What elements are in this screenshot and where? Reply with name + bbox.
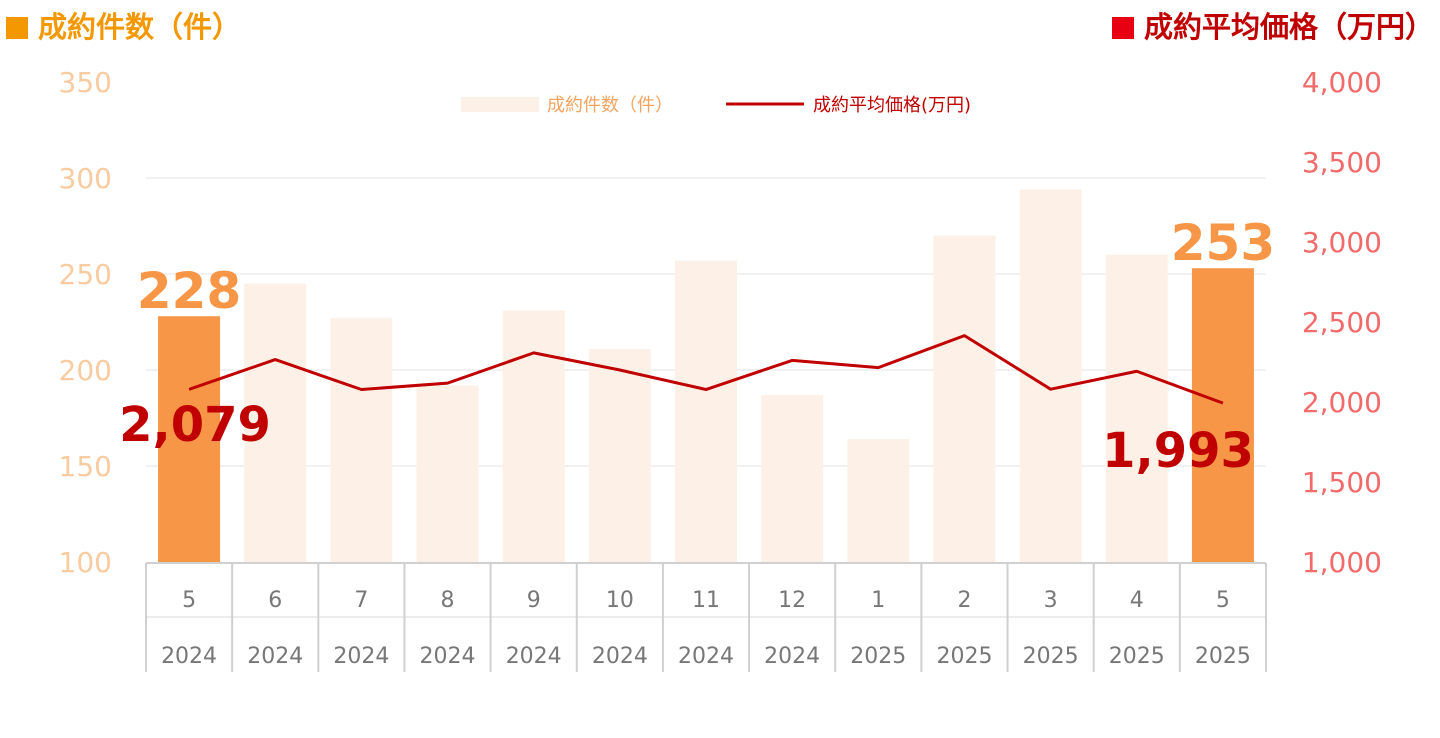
orange-square-icon	[6, 17, 28, 39]
month-label: 7	[354, 588, 368, 613]
month-label: 8	[441, 588, 455, 613]
year-label: 2025	[1195, 644, 1251, 669]
right-tick-label: 2,500	[1302, 306, 1382, 339]
bar	[1191, 268, 1254, 562]
data-label: 2,079	[119, 397, 271, 453]
month-label: 5	[1216, 588, 1230, 613]
month-label: 10	[606, 588, 634, 613]
year-label: 2024	[333, 644, 389, 669]
year-label: 2024	[420, 644, 476, 669]
month-label: 6	[268, 588, 282, 613]
right-tick-label: 2,000	[1302, 386, 1382, 419]
month-label: 1	[871, 588, 885, 613]
year-label: 2025	[1023, 644, 1079, 669]
month-label: 4	[1130, 588, 1144, 613]
left-axis-header: 成約件数（件）	[6, 4, 241, 46]
month-label: 3	[1044, 588, 1058, 613]
year-label: 2024	[764, 644, 820, 669]
data-label: 1,993	[1102, 423, 1254, 479]
right-tick-label: 3,500	[1302, 146, 1382, 179]
month-label: 9	[527, 588, 541, 613]
legend-line-label: 成約平均価格(万円)	[813, 95, 971, 116]
bar	[847, 439, 910, 562]
left-tick-label: 100	[59, 546, 112, 579]
left-tick-label: 200	[59, 354, 112, 387]
bar	[761, 394, 824, 562]
left-tick-label: 250	[59, 258, 112, 291]
left-y-axis: 100 150 200 250 300 350	[59, 66, 112, 579]
left-axis-title: 成約件数（件）	[38, 10, 242, 44]
line-series	[188, 334, 1224, 405]
month-label: 5	[182, 588, 196, 613]
month-label: 2	[957, 588, 971, 613]
month-label: 11	[692, 588, 720, 613]
left-tick-label: 300	[59, 162, 112, 195]
right-axis-title: 成約平均価格（万円）	[1143, 10, 1434, 44]
right-tick-label: 3,000	[1302, 226, 1382, 259]
right-tick-label: 4,000	[1302, 66, 1382, 99]
legend: 成約件数（件） 成約平均価格(万円)	[461, 95, 971, 116]
year-label: 2025	[1109, 644, 1165, 669]
year-label: 2025	[936, 644, 992, 669]
year-label: 2025	[850, 644, 906, 669]
right-y-axis: 1,000 1,500 2,000 2,500 3,000 3,500 4,000	[1302, 66, 1382, 579]
left-tick-label: 350	[59, 66, 112, 99]
data-label: 228	[137, 262, 241, 320]
category-axis: 5202462024720248202492024102024112024122…	[145, 562, 1267, 672]
right-tick-label: 1,000	[1302, 546, 1382, 579]
data-labels: 228 253 2,079 1,993	[119, 214, 1275, 479]
bar	[330, 318, 393, 562]
bar-series	[158, 189, 1254, 563]
year-label: 2024	[161, 644, 217, 669]
bar	[933, 235, 996, 562]
bar	[416, 385, 479, 562]
year-label: 2024	[592, 644, 648, 669]
data-label: 253	[1171, 214, 1275, 272]
right-axis-header: 成約平均価格（万円）	[1111, 4, 1434, 46]
bar	[588, 348, 651, 562]
year-label: 2024	[506, 644, 562, 669]
bar	[502, 310, 565, 562]
left-tick-label: 150	[59, 450, 112, 483]
red-square-icon	[1111, 17, 1134, 39]
bar	[1105, 254, 1168, 563]
year-label: 2024	[678, 644, 734, 669]
right-tick-label: 1,500	[1302, 466, 1382, 499]
month-label: 12	[778, 588, 806, 613]
price-line	[188, 334, 1224, 405]
legend-bar-swatch	[461, 97, 539, 112]
bar	[158, 316, 221, 562]
year-label: 2024	[247, 644, 303, 669]
legend-bar-label: 成約件数（件）	[547, 95, 673, 116]
bar	[675, 260, 737, 562]
bar	[244, 283, 307, 562]
